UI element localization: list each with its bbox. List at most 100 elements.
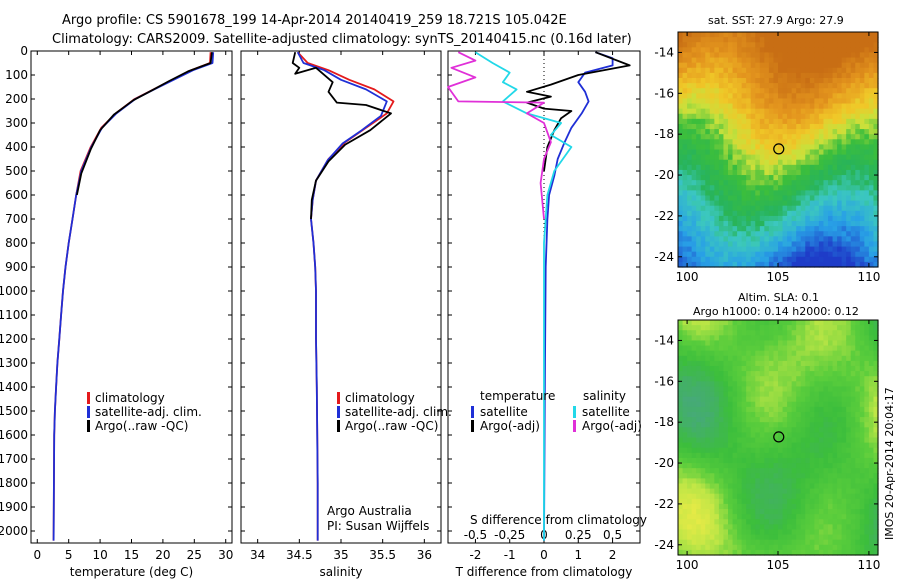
map-cell bbox=[732, 447, 738, 454]
map-cell bbox=[723, 457, 729, 464]
map-cell bbox=[718, 355, 725, 362]
map-cell bbox=[746, 447, 752, 454]
map-cell bbox=[741, 241, 747, 248]
map-cell bbox=[696, 529, 702, 536]
y-tick-label: 100 bbox=[5, 68, 28, 82]
map-cell bbox=[846, 205, 852, 212]
map-cell bbox=[850, 325, 856, 331]
map-cell bbox=[837, 113, 843, 120]
map-cell bbox=[682, 47, 688, 54]
map-cell bbox=[682, 103, 688, 110]
map-cell bbox=[718, 391, 725, 398]
map-cell bbox=[778, 175, 784, 181]
map-cell bbox=[728, 371, 734, 377]
map-cell bbox=[873, 93, 879, 100]
map-cell bbox=[805, 411, 811, 418]
map-cell bbox=[691, 473, 697, 479]
map-cell bbox=[791, 483, 797, 490]
map-cell bbox=[746, 514, 752, 520]
map-cell bbox=[759, 88, 765, 94]
map-cell bbox=[759, 52, 765, 59]
map-cell bbox=[787, 325, 793, 331]
map-cell bbox=[705, 386, 711, 393]
map-cell bbox=[873, 226, 879, 232]
map-cell bbox=[855, 442, 861, 449]
map-cell bbox=[787, 246, 793, 253]
map-cell bbox=[764, 519, 770, 525]
map-cell bbox=[714, 549, 720, 556]
map-cell bbox=[828, 432, 834, 439]
map-cell bbox=[823, 164, 829, 171]
map-cell bbox=[800, 144, 806, 151]
x-tick-label: -1 bbox=[504, 548, 516, 562]
map-cell bbox=[755, 452, 761, 459]
map-cell bbox=[700, 221, 706, 227]
map-cell bbox=[796, 422, 802, 428]
map-cell bbox=[850, 534, 856, 541]
map-cell bbox=[864, 47, 870, 54]
map-cell bbox=[778, 463, 784, 469]
map-cell bbox=[787, 241, 793, 248]
map-cell bbox=[773, 42, 779, 48]
map-cell bbox=[800, 261, 806, 268]
map-cell bbox=[723, 452, 729, 459]
map-cell bbox=[846, 360, 852, 367]
map-cell bbox=[773, 32, 779, 38]
map-cell bbox=[814, 335, 820, 342]
map-cell bbox=[805, 473, 811, 479]
map-cell bbox=[809, 226, 815, 232]
map-cell bbox=[746, 320, 752, 326]
map-cell bbox=[800, 113, 806, 120]
map-cell bbox=[718, 47, 725, 54]
map-cell bbox=[818, 411, 825, 418]
map-cell bbox=[709, 345, 715, 352]
map-cell bbox=[859, 251, 865, 258]
map-cell bbox=[764, 246, 770, 253]
map-cell bbox=[855, 98, 861, 105]
map-cell bbox=[718, 544, 725, 551]
map-cell bbox=[750, 93, 756, 100]
map-cell bbox=[778, 371, 784, 377]
map-cell bbox=[773, 335, 779, 342]
map-cell bbox=[732, 144, 738, 151]
map-cell bbox=[864, 83, 870, 89]
map-cell bbox=[714, 381, 720, 388]
map-cell bbox=[728, 345, 734, 352]
map-cell bbox=[832, 371, 838, 377]
map-cell bbox=[768, 108, 775, 115]
map-cell bbox=[800, 335, 806, 342]
map-cell bbox=[805, 365, 811, 372]
map-cell bbox=[732, 246, 738, 253]
map-cell bbox=[737, 345, 743, 352]
map-cell bbox=[687, 118, 693, 125]
map-cell bbox=[859, 411, 865, 418]
map-cell bbox=[814, 83, 820, 89]
map-cell bbox=[832, 164, 838, 171]
x-tick-label: 35 bbox=[333, 548, 348, 562]
map-cell bbox=[718, 221, 725, 227]
map-cell bbox=[678, 422, 684, 428]
map-cell bbox=[778, 83, 784, 89]
map-cell bbox=[873, 221, 879, 227]
map-cell bbox=[696, 47, 702, 54]
map-cell bbox=[846, 134, 852, 140]
map-cell bbox=[700, 154, 706, 161]
map-cell bbox=[691, 180, 697, 186]
map-cell bbox=[859, 47, 865, 54]
map-cell bbox=[850, 427, 856, 433]
map-cell bbox=[778, 205, 784, 212]
map-cell bbox=[705, 391, 711, 398]
map-cell bbox=[832, 544, 838, 551]
map-cell bbox=[818, 539, 825, 546]
map-cell bbox=[700, 241, 706, 248]
map-cell bbox=[809, 241, 815, 248]
map-cell bbox=[741, 226, 747, 232]
map-cell bbox=[759, 47, 765, 54]
map-cell bbox=[728, 123, 734, 130]
map-cell bbox=[750, 226, 756, 232]
map-cell bbox=[837, 345, 843, 352]
map-cell bbox=[778, 154, 784, 161]
map-cell bbox=[696, 360, 702, 367]
map-cell bbox=[741, 134, 747, 140]
map-cell bbox=[859, 503, 865, 510]
